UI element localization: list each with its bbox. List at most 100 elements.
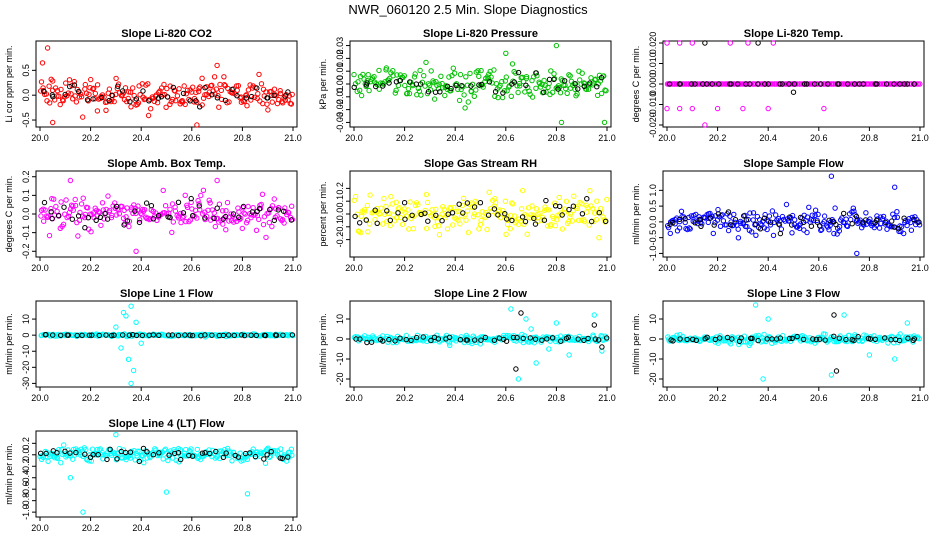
data-point bbox=[222, 97, 229, 104]
data-point bbox=[80, 509, 86, 515]
x-tick-label: 20.6 bbox=[810, 263, 828, 273]
data-point bbox=[385, 339, 391, 345]
x-tick-label: 21.0 bbox=[598, 393, 616, 403]
data-point bbox=[87, 85, 93, 91]
data-point bbox=[492, 89, 499, 95]
series-all bbox=[351, 187, 610, 241]
data-point bbox=[508, 306, 514, 312]
panel-3: Slope Li-820 Temp. degrees C per min. -0.0… bbox=[631, 28, 929, 143]
x-tick-label: 20.0 bbox=[31, 263, 49, 273]
data-point bbox=[670, 220, 676, 226]
y-tick-label: -10 bbox=[335, 352, 345, 365]
data-point bbox=[133, 248, 139, 255]
data-point bbox=[78, 201, 85, 207]
data-point bbox=[261, 456, 267, 462]
data-point bbox=[761, 331, 767, 338]
data-point bbox=[48, 209, 54, 215]
data-point bbox=[905, 218, 911, 225]
data-point bbox=[424, 199, 431, 206]
data-point bbox=[514, 335, 520, 341]
data-point bbox=[43, 213, 50, 219]
x-tick-label: 20.6 bbox=[810, 133, 828, 143]
data-point bbox=[150, 452, 157, 458]
data-point bbox=[491, 337, 498, 343]
data-point bbox=[817, 223, 823, 229]
y-axis-label: ml/min per min. bbox=[4, 443, 14, 505]
data-point bbox=[821, 219, 827, 225]
data-point bbox=[358, 92, 365, 99]
data-point bbox=[172, 450, 178, 457]
data-point bbox=[586, 222, 592, 228]
y-tick-label: 0.03 bbox=[335, 37, 345, 55]
data-point bbox=[153, 447, 159, 453]
x-tick-label: 20.8 bbox=[548, 263, 566, 273]
data-point bbox=[519, 214, 526, 220]
data-point bbox=[273, 332, 280, 338]
data-point bbox=[251, 94, 258, 101]
data-point bbox=[82, 225, 88, 231]
data-point bbox=[96, 208, 102, 215]
data-point bbox=[116, 211, 123, 217]
data-point bbox=[800, 219, 807, 226]
data-point bbox=[46, 83, 52, 89]
data-point bbox=[812, 81, 818, 87]
data-point bbox=[551, 76, 557, 83]
data-point bbox=[553, 320, 560, 326]
data-point bbox=[401, 200, 408, 206]
data-point bbox=[358, 229, 364, 236]
data-point bbox=[374, 220, 380, 227]
data-point bbox=[433, 212, 439, 219]
data-point bbox=[79, 332, 85, 338]
data-point bbox=[393, 199, 399, 206]
data-point bbox=[557, 90, 564, 96]
series-selected bbox=[41, 82, 291, 110]
data-point bbox=[403, 336, 409, 343]
data-point bbox=[753, 221, 759, 227]
data-point bbox=[533, 206, 540, 212]
data-point bbox=[595, 337, 602, 343]
data-point bbox=[124, 98, 130, 105]
data-point bbox=[109, 92, 115, 98]
data-point bbox=[711, 222, 717, 228]
data-point bbox=[54, 450, 60, 456]
data-point bbox=[715, 211, 722, 217]
data-point bbox=[260, 221, 267, 228]
data-point bbox=[597, 78, 604, 84]
data-point bbox=[593, 76, 599, 82]
data-point bbox=[916, 222, 923, 228]
data-point bbox=[357, 87, 363, 94]
data-point bbox=[468, 83, 474, 89]
data-point bbox=[127, 99, 133, 105]
data-point bbox=[386, 80, 392, 86]
data-point bbox=[226, 332, 232, 338]
data-point bbox=[223, 450, 229, 456]
data-point bbox=[70, 207, 76, 213]
data-point bbox=[78, 94, 85, 100]
data-point bbox=[58, 199, 64, 205]
series-all bbox=[38, 303, 296, 387]
data-point bbox=[125, 356, 132, 362]
series-all bbox=[38, 45, 295, 128]
data-point bbox=[591, 312, 597, 318]
data-point bbox=[532, 336, 539, 342]
data-point bbox=[265, 445, 271, 451]
data-point bbox=[520, 78, 527, 85]
data-point bbox=[140, 88, 146, 94]
data-point bbox=[106, 86, 113, 92]
data-point bbox=[458, 86, 464, 93]
data-point bbox=[908, 227, 915, 233]
data-point bbox=[891, 214, 898, 221]
data-point bbox=[814, 219, 821, 225]
data-point bbox=[515, 376, 522, 382]
data-point bbox=[686, 225, 692, 231]
data-point bbox=[558, 119, 565, 126]
x-tick-label: 20.8 bbox=[861, 263, 879, 273]
data-point bbox=[841, 312, 847, 318]
plot-frame bbox=[662, 300, 925, 388]
data-point bbox=[231, 332, 238, 339]
data-point bbox=[841, 210, 847, 217]
panel-title: Slope Amb. Box Temp. bbox=[107, 158, 226, 170]
data-point bbox=[552, 223, 559, 229]
data-point bbox=[502, 198, 509, 204]
